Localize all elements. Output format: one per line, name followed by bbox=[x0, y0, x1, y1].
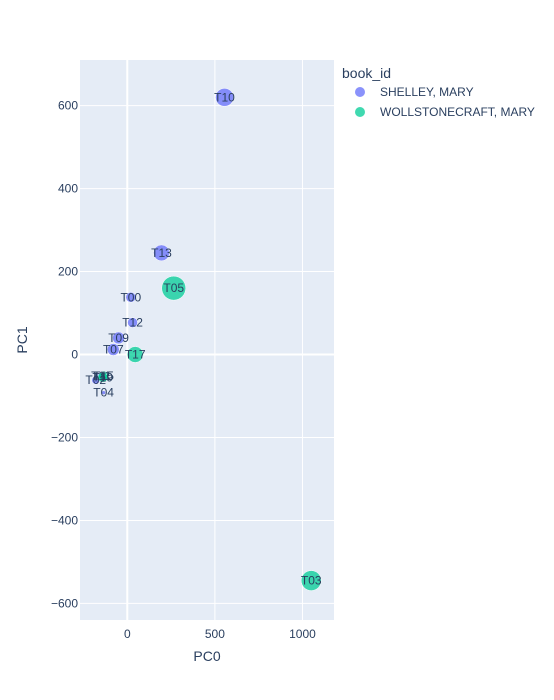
legend-item-shelley[interactable]: SHELLEY, MARY bbox=[355, 85, 474, 99]
point-label: T19 bbox=[92, 370, 113, 384]
data-point bbox=[215, 88, 234, 107]
data-point bbox=[300, 570, 322, 591]
point-label: T13 bbox=[151, 246, 172, 260]
point-label: T09 bbox=[108, 331, 129, 345]
y-tick-label: 600 bbox=[58, 99, 78, 113]
point-label: T03 bbox=[301, 574, 322, 588]
x-tick-label: 0 bbox=[124, 627, 131, 641]
point-label: T11 bbox=[91, 369, 111, 383]
data-point bbox=[97, 372, 109, 383]
data-point bbox=[127, 317, 138, 328]
x-tick-label: 500 bbox=[205, 627, 225, 641]
grid bbox=[80, 60, 334, 620]
y-tick-label: −600 bbox=[51, 596, 78, 610]
data-point bbox=[112, 331, 125, 345]
point-label: T02 bbox=[85, 373, 106, 387]
data-point bbox=[101, 390, 106, 395]
legend[interactable]: book_id SHELLEY, MARY WOLLSTONECRAFT, MA… bbox=[342, 65, 535, 119]
point-label: T07 bbox=[103, 343, 124, 357]
legend-item-wollstonecraft[interactable]: WOLLSTONECRAFT, MARY bbox=[355, 105, 535, 119]
data-point bbox=[107, 343, 120, 356]
point-label: T17 bbox=[125, 348, 146, 362]
data-point bbox=[161, 275, 186, 301]
point-label: T12 bbox=[122, 316, 143, 330]
point-label: T04 bbox=[93, 386, 114, 400]
legend-label-wollstonecraft: WOLLSTONECRAFT, MARY bbox=[380, 105, 535, 119]
data-points bbox=[91, 88, 322, 591]
point-label: T10 bbox=[214, 90, 235, 104]
legend-label-shelley: SHELLEY, MARY bbox=[380, 85, 474, 99]
data-point bbox=[153, 244, 170, 262]
x-axis-title: PC0 bbox=[193, 648, 220, 664]
y-tick-label: 400 bbox=[58, 182, 78, 196]
y-tick-label: 200 bbox=[58, 265, 78, 279]
axis-ticks: 0 500 1000 −600 −400 −200 0 200 400 600 bbox=[51, 99, 316, 641]
data-point bbox=[125, 292, 137, 303]
y-tick-label: 0 bbox=[71, 348, 78, 362]
y-tick-label: −400 bbox=[51, 513, 78, 527]
point-label: T15 bbox=[93, 369, 114, 383]
legend-marker-shelley bbox=[355, 87, 365, 97]
legend-title: book_id bbox=[342, 65, 391, 81]
data-point bbox=[126, 346, 144, 363]
y-axis-title: PC1 bbox=[14, 326, 30, 353]
x-tick-label: 1000 bbox=[289, 627, 316, 641]
y-tick-label: −200 bbox=[51, 430, 78, 444]
legend-marker-wollstonecraft bbox=[355, 107, 365, 117]
point-label: T00 bbox=[120, 290, 141, 304]
point-label: T05 bbox=[163, 281, 184, 295]
